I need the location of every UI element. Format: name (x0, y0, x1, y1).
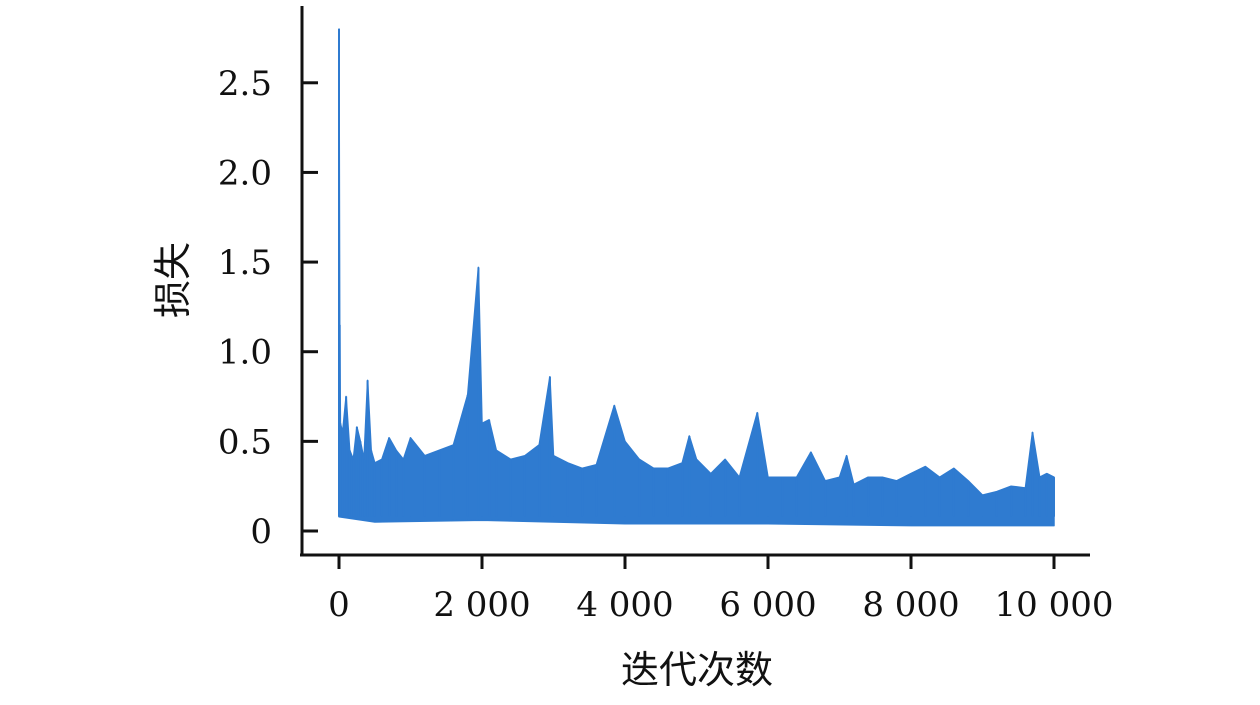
y-tick-label: 1.0 (218, 333, 272, 373)
x-tick-label: 6 000 (719, 585, 816, 625)
y-tick-label: 1.5 (218, 243, 272, 283)
x-tick-label: 4 000 (576, 585, 673, 625)
y-tick-label: 2.5 (218, 64, 272, 104)
x-tick-label: 0 (328, 585, 350, 625)
series-band-0 (338, 28, 1055, 527)
x-tick-label: 2 000 (433, 585, 530, 625)
plot-area (338, 28, 1055, 527)
x-tick-label: 10 000 (995, 585, 1114, 625)
y-tick-label: 0.5 (218, 422, 272, 462)
x-tick-label: 8 000 (862, 585, 959, 625)
axes (300, 6, 1090, 557)
y-tick-label: 2.0 (218, 153, 272, 193)
x-ticks: 0 2 000 4 000 6 000 8 000 10 000 (328, 555, 1113, 625)
y-tick-label: 0 (250, 512, 272, 552)
x-axis-title: 迭代次数 (621, 648, 773, 692)
y-axis-title: 损失 (151, 242, 195, 318)
y-ticks: 0 0.5 1.0 1.5 2.0 2.5 (218, 64, 318, 552)
